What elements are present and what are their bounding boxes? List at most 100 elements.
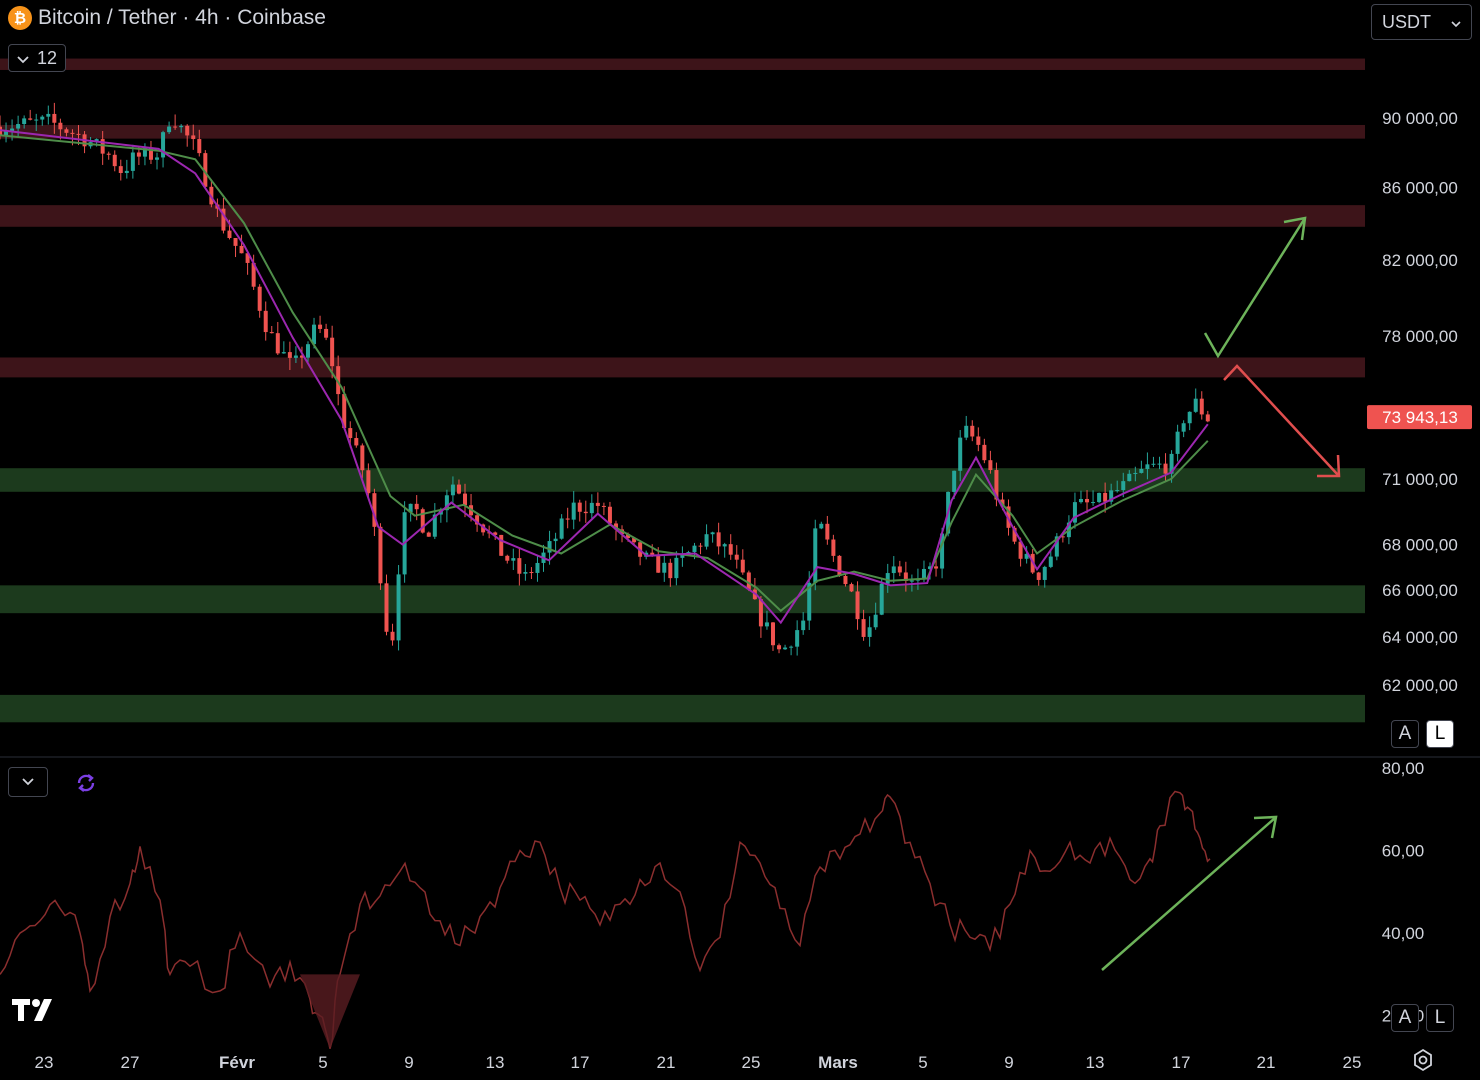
price-tick-label: 71 000,00: [1382, 470, 1458, 489]
candle: [40, 115, 45, 126]
time-tick-label: 17: [571, 1053, 590, 1072]
candle: [595, 492, 600, 513]
rsi-tick-label: 40,00: [1382, 924, 1425, 943]
candle: [511, 548, 516, 571]
candle: [903, 561, 908, 592]
time-tick-label: 25: [1343, 1053, 1362, 1072]
candle: [1157, 456, 1162, 470]
refresh-icon[interactable]: [74, 771, 98, 795]
candle: [758, 595, 763, 638]
time-tick-label: 9: [1004, 1053, 1013, 1072]
auto-scale-button[interactable]: A: [1391, 720, 1419, 748]
candle: [34, 113, 39, 132]
candle: [734, 545, 739, 569]
settings-gear-icon[interactable]: [1410, 1048, 1436, 1074]
candle: [106, 151, 111, 160]
price-zones: [0, 58, 1365, 723]
time-tick-label: 25: [742, 1053, 761, 1072]
last-price-label: 73 943,13: [1367, 405, 1472, 430]
candle: [161, 130, 166, 168]
candle: [390, 623, 395, 646]
candle: [46, 105, 51, 125]
log-scale-button[interactable]: L: [1426, 720, 1454, 748]
indicators-collapse-button[interactable]: 12: [8, 44, 66, 72]
candle: [1139, 460, 1144, 474]
candle: [378, 523, 383, 590]
candle: [535, 556, 540, 582]
candle: [100, 131, 105, 165]
price-axis: 90 000,00 86 000,00 82 000,00 78 000,00 71 0…: [1382, 109, 1458, 695]
rsi-log-scale-button[interactable]: L: [1426, 1004, 1454, 1032]
candle: [873, 602, 878, 630]
candle: [837, 555, 842, 577]
candle: [849, 582, 854, 593]
candle: [275, 322, 280, 355]
rsi-tick-label: 80,00: [1382, 759, 1425, 778]
candle: [825, 515, 830, 545]
time-tick-label: 21: [1257, 1053, 1276, 1072]
candle: [148, 140, 153, 165]
time-tick-label: Févr: [219, 1053, 255, 1072]
candle: [318, 315, 323, 334]
chevron-down-icon: [17, 48, 29, 69]
price-tick-label: 78 000,00: [1382, 327, 1458, 346]
candle: [1036, 571, 1041, 586]
candle: [813, 519, 818, 591]
candle: [293, 346, 298, 363]
candle: [58, 118, 63, 140]
candle: [76, 125, 81, 146]
candle: [710, 531, 715, 543]
candle: [463, 483, 468, 518]
candle: [64, 127, 69, 137]
rsi-auto-scale-button[interactable]: A: [1391, 1004, 1419, 1032]
support-zone: [0, 468, 1365, 492]
candle: [777, 643, 782, 654]
currency-value: USDT: [1382, 11, 1431, 32]
candle: [1163, 453, 1168, 482]
time-tick-label: 9: [404, 1053, 413, 1072]
candle: [1078, 490, 1083, 504]
symbol-title[interactable]: Bitcoin / Tether · 4h · Coinbase: [38, 6, 326, 29]
candle: [668, 558, 673, 587]
candle: [499, 534, 504, 556]
currency-select[interactable]: USDT: [1371, 4, 1472, 40]
candle: [559, 514, 564, 540]
candle: [1042, 565, 1047, 588]
rsi-collapse-button[interactable]: [8, 767, 48, 797]
rsi-trend-arrow-head: [1253, 815, 1278, 839]
candle: [173, 114, 178, 130]
tradingview-logo[interactable]: [10, 995, 60, 1023]
candle: [571, 491, 576, 530]
candle: [746, 570, 751, 592]
candle: [185, 124, 190, 147]
chart-header[interactable]: ₿ Bitcoin / Tether · 4h · Coinbase: [8, 6, 326, 30]
candle: [523, 563, 528, 581]
candle: [330, 325, 335, 379]
price-tick-label: 64 000,00: [1382, 628, 1458, 647]
bearish-arrow-head: [1317, 454, 1341, 478]
candlestick-series: [0, 102, 1210, 656]
candle: [867, 616, 872, 647]
candle: [885, 563, 890, 593]
ema-fast-line: [0, 129, 1209, 625]
price-tick-label: 90 000,00: [1382, 109, 1458, 128]
candle: [450, 476, 455, 505]
candle: [801, 612, 806, 635]
chevron-down-icon: [22, 773, 34, 791]
candle: [589, 494, 594, 520]
candle: [1115, 480, 1120, 493]
candle: [583, 500, 588, 523]
price-tick-label: 86 000,00: [1382, 178, 1458, 197]
candle: [1103, 482, 1108, 513]
candle: [130, 144, 135, 179]
candle: [396, 565, 401, 651]
rsi-trend-arrow: [1101, 817, 1276, 971]
candle: [940, 527, 945, 579]
candle: [764, 610, 769, 630]
candle: [662, 555, 667, 582]
candle: [384, 574, 389, 636]
candle: [155, 152, 160, 170]
candle: [988, 450, 993, 474]
moving-averages: [0, 129, 1209, 625]
